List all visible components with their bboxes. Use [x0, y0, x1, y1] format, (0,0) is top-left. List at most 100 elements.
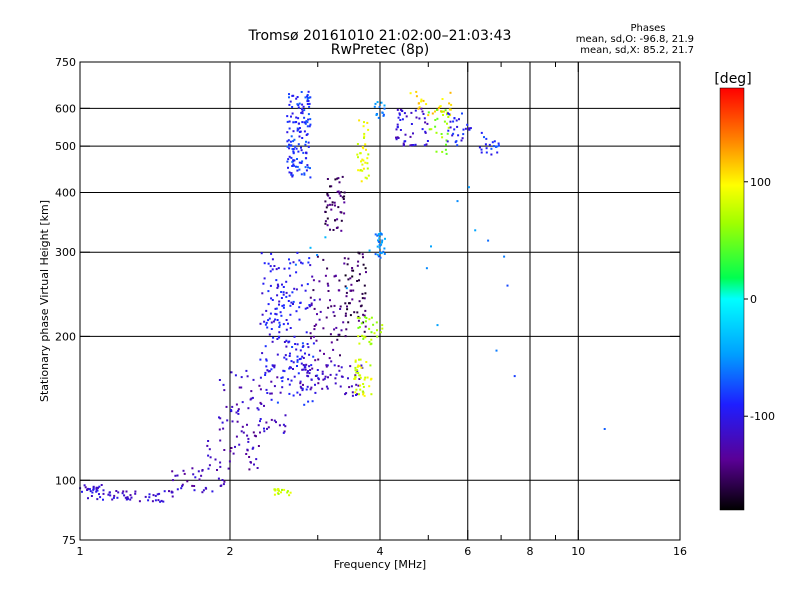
data-point: [257, 424, 260, 427]
data-point: [374, 102, 377, 105]
data-point: [283, 267, 286, 270]
data-point: [379, 331, 382, 334]
data-point: [493, 140, 496, 143]
data-point: [123, 494, 126, 497]
data-point: [257, 408, 260, 411]
data-point: [271, 268, 274, 271]
data-point: [329, 373, 332, 376]
data-point: [307, 113, 310, 116]
data-point: [268, 333, 271, 336]
data-point: [383, 107, 386, 110]
data-point: [225, 405, 228, 408]
data-point: [307, 118, 310, 121]
data-point: [333, 201, 336, 204]
data-point: [288, 340, 291, 343]
data-point: [414, 143, 417, 146]
data-point: [288, 155, 291, 158]
data-point: [327, 290, 330, 292]
data-point: [309, 246, 312, 249]
data-point: [263, 430, 266, 433]
data-point: [398, 113, 401, 116]
data-point: [363, 135, 366, 138]
data-point: [364, 267, 367, 270]
data-point: [237, 408, 240, 411]
data-point: [357, 335, 360, 338]
data-point: [299, 380, 302, 383]
x-tick-label: 16: [673, 545, 687, 558]
data-point: [423, 117, 426, 120]
colorbar-ticks: 100 0 -100: [744, 176, 775, 423]
data-point: [357, 384, 360, 387]
data-point: [295, 165, 297, 168]
data-point: [230, 409, 233, 412]
data-point: [323, 377, 326, 380]
data-point: [147, 499, 150, 502]
data-point: [234, 374, 237, 377]
data-point: [171, 491, 174, 494]
data-point: [259, 322, 262, 325]
data-point: [287, 166, 289, 169]
data-point: [193, 485, 196, 487]
data-point: [222, 383, 225, 386]
data-point: [83, 484, 86, 487]
data-point: [288, 93, 290, 96]
data-point: [309, 118, 312, 121]
data-point: [303, 130, 306, 133]
data-point: [440, 133, 443, 135]
data-point: [176, 474, 179, 477]
data-point: [305, 151, 307, 154]
data-point: [452, 120, 455, 123]
data-point: [290, 115, 292, 118]
data-point: [303, 366, 306, 369]
data-point: [356, 370, 359, 373]
data-point: [354, 376, 357, 379]
data-point: [449, 91, 452, 94]
data-point: [303, 173, 306, 176]
data-point: [316, 313, 318, 316]
data-point: [290, 135, 293, 138]
data-point: [261, 352, 264, 355]
data-point: [306, 133, 309, 136]
data-point: [288, 267, 291, 270]
data-point: [263, 262, 266, 265]
data-point: [97, 486, 99, 489]
data-point: [355, 371, 358, 374]
data-point: [327, 376, 329, 379]
data-point: [271, 258, 274, 261]
data-point: [288, 258, 290, 261]
data-point: [380, 101, 383, 104]
data-point: [191, 467, 194, 470]
data-point: [306, 385, 309, 388]
data-point: [305, 120, 308, 123]
data-point: [270, 392, 273, 395]
data-point: [279, 311, 282, 314]
data-point: [270, 252, 273, 255]
data-point: [329, 228, 331, 231]
data-point: [192, 473, 195, 476]
data-point: [461, 137, 464, 140]
data-point: [334, 377, 337, 380]
data-point: [292, 94, 295, 97]
data-point: [302, 383, 304, 386]
data-point: [296, 343, 299, 346]
data-point: [359, 305, 362, 308]
colorbar: [719, 87, 745, 511]
data-point: [398, 112, 401, 115]
data-point: [154, 494, 157, 497]
data-point: [301, 137, 304, 139]
data-point: [260, 252, 263, 255]
data-point: [267, 370, 270, 373]
data-point: [275, 279, 278, 282]
data-point: [318, 280, 321, 283]
data-point: [263, 277, 266, 280]
data-point: [134, 490, 137, 493]
data-point: [361, 334, 364, 337]
data-point: [441, 150, 444, 153]
data-point: [363, 121, 365, 124]
data-point: [241, 425, 244, 428]
data-point: [309, 176, 312, 179]
data-point: [201, 469, 204, 472]
data-point: [337, 177, 340, 180]
data-point: [312, 355, 315, 358]
data-point: [309, 264, 312, 267]
